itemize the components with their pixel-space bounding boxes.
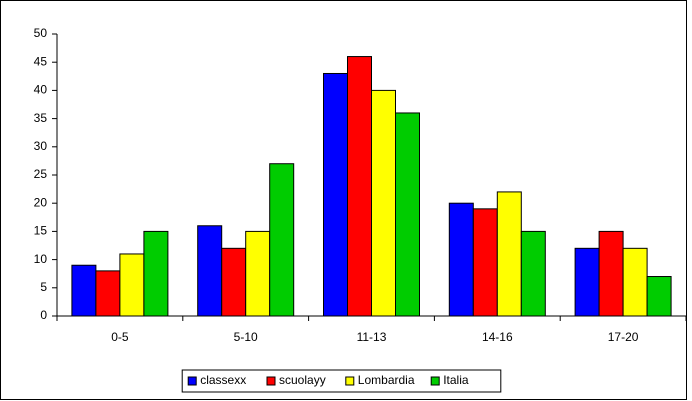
bar — [323, 72, 348, 317]
bar — [646, 276, 672, 317]
bar — [574, 247, 600, 317]
bar — [95, 270, 121, 317]
y-tick-label: 35 — [34, 111, 48, 125]
legend-label: classexx — [200, 373, 246, 387]
legend-swatch — [187, 376, 197, 386]
x-tick-label: 11-13 — [357, 330, 387, 344]
legend-swatch — [266, 376, 276, 386]
y-tick-label: 0 — [40, 308, 47, 322]
legend-label: scuolayy — [279, 373, 326, 387]
legend-label: Italia — [443, 373, 469, 387]
bar — [395, 112, 420, 317]
bar — [622, 247, 648, 317]
legend-label: Lombardia — [358, 373, 415, 387]
bar — [221, 247, 247, 317]
legend-swatch — [345, 376, 355, 386]
y-tick-label: 5 — [40, 280, 47, 294]
y-tick-label: 20 — [34, 195, 48, 209]
y-tick-label: 50 — [34, 26, 48, 40]
bar — [598, 230, 624, 317]
bar — [472, 208, 498, 317]
x-tick-label: 0-5 — [111, 330, 129, 344]
x-tick-label: 17-20 — [608, 330, 639, 344]
x-tick-label: 5-10 — [234, 330, 258, 344]
bar — [197, 225, 223, 317]
y-tick-label: 45 — [34, 54, 48, 68]
y-tick-label: 40 — [34, 83, 48, 97]
bar — [119, 253, 145, 317]
bar — [347, 56, 372, 317]
x-tick-label: 14-16 — [482, 330, 513, 344]
y-tick-label: 10 — [34, 252, 48, 266]
legend-swatch — [430, 376, 440, 386]
bar — [371, 89, 396, 317]
y-tick-label: 25 — [34, 167, 48, 181]
y-tick-label: 15 — [34, 224, 48, 238]
legend-box — [181, 369, 502, 393]
bar — [496, 191, 522, 317]
y-tick-label: 30 — [34, 139, 48, 153]
bar — [520, 230, 546, 317]
bar — [71, 264, 97, 317]
bar — [143, 230, 169, 317]
bar — [448, 202, 474, 317]
bar — [269, 163, 295, 317]
bar — [245, 230, 271, 317]
